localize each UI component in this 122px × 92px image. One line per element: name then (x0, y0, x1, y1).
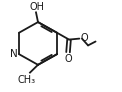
Text: CH₃: CH₃ (18, 76, 36, 85)
Text: OH: OH (29, 2, 44, 12)
Text: N: N (10, 49, 18, 59)
Text: O: O (81, 33, 88, 43)
Text: O: O (64, 54, 72, 64)
